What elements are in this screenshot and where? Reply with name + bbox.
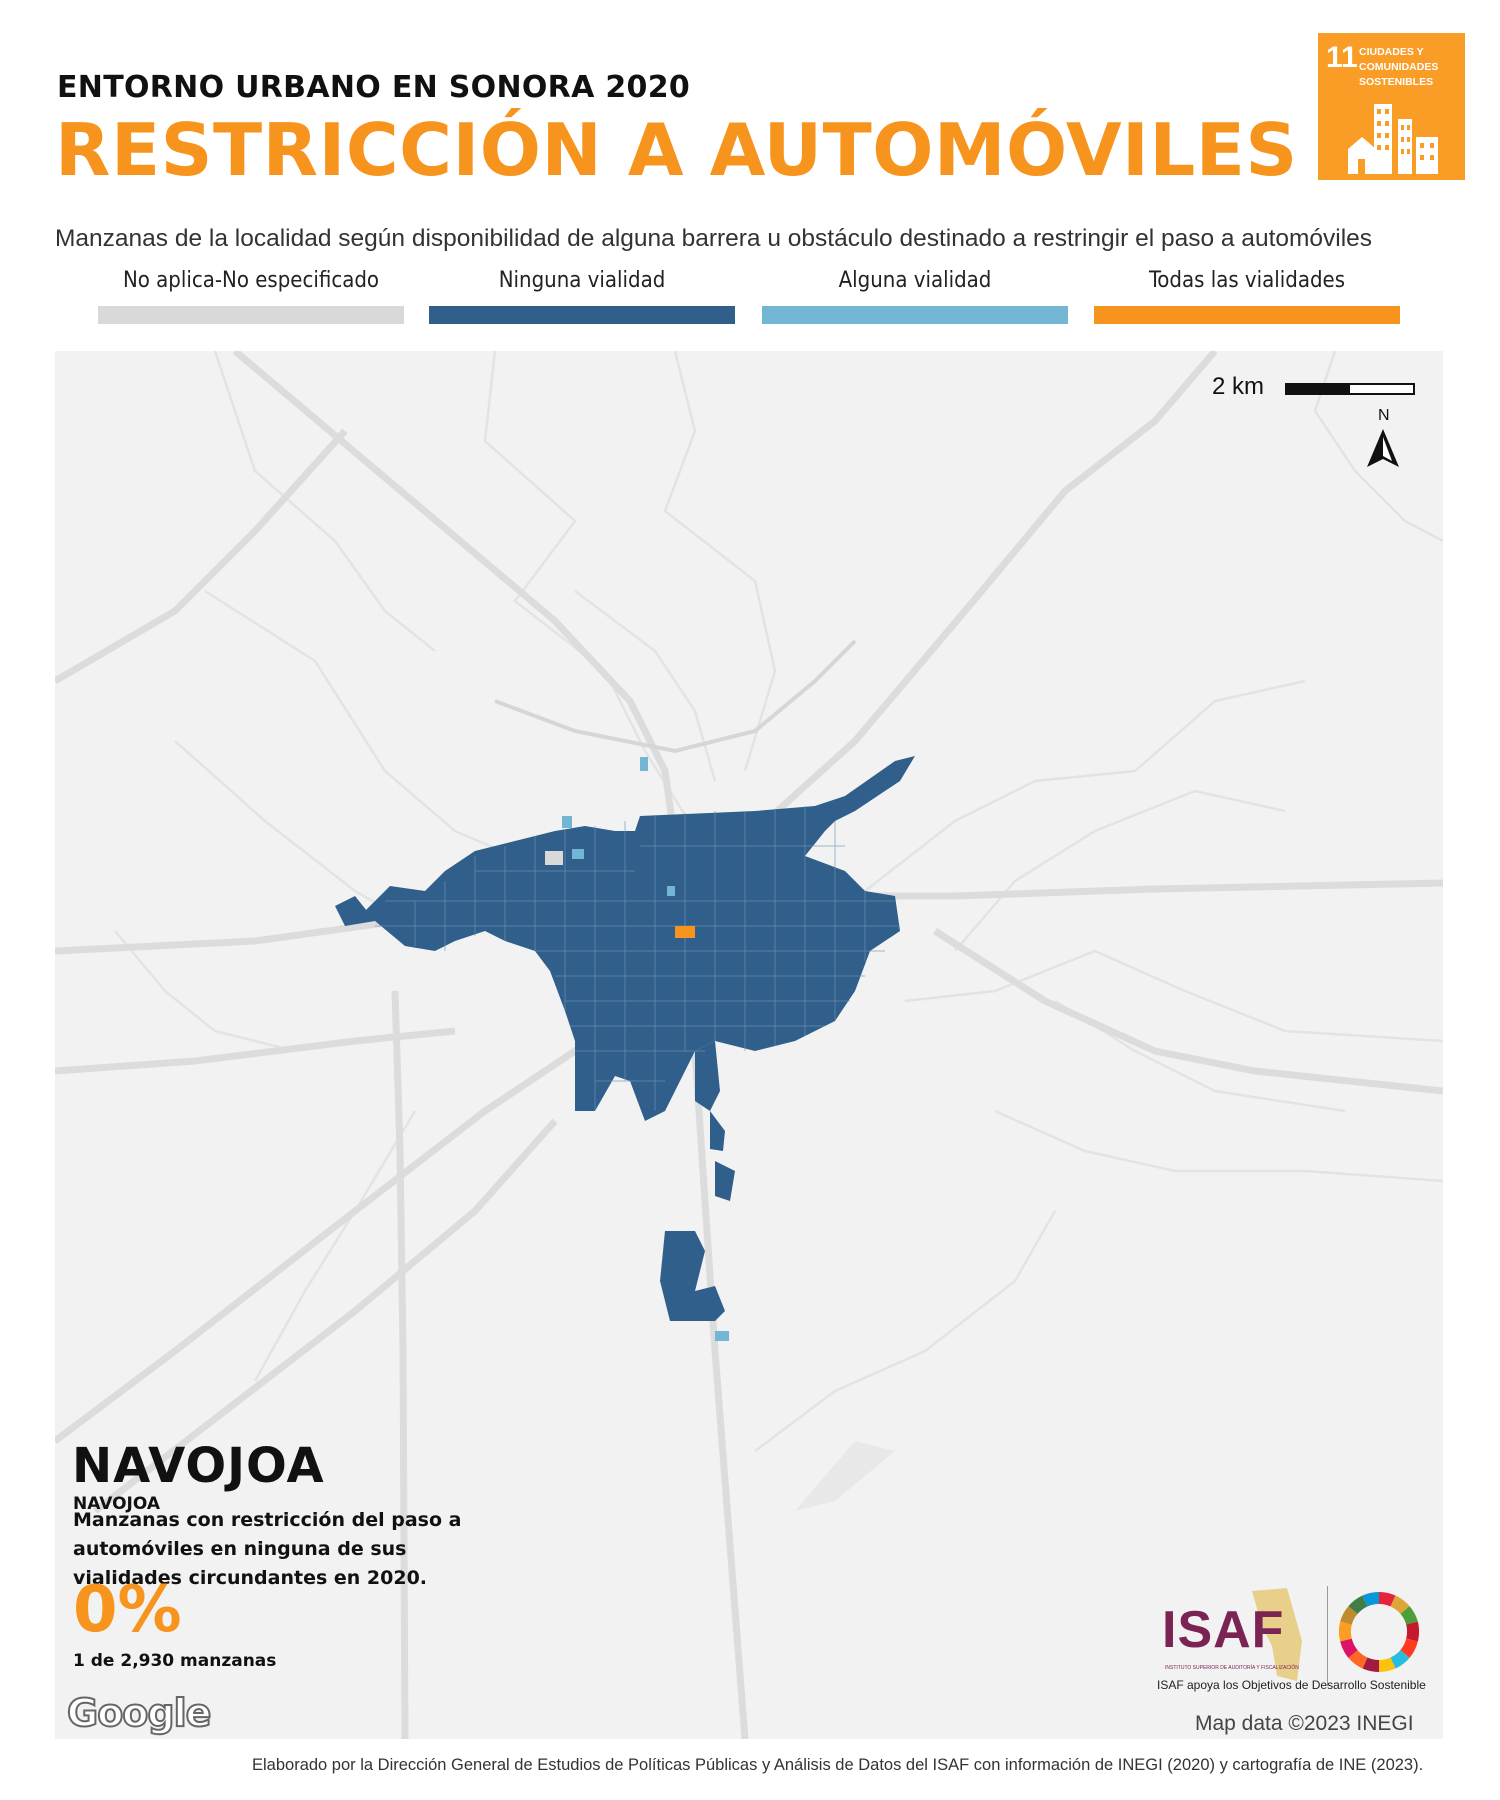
airfield	[795, 1441, 895, 1511]
no-aplica-block	[545, 851, 563, 865]
legend-label: Alguna vialidad	[838, 268, 992, 293]
alguna-vialidad-blocks	[562, 757, 729, 1341]
page-title: RESTRICCIÓN A AUTOMÓVILES	[55, 108, 1298, 192]
locality-subname: NAVOJOA	[73, 1494, 161, 1514]
city-buildings-icon	[1348, 104, 1438, 174]
basemap	[55, 351, 1443, 1739]
legend-swatch	[762, 306, 1068, 324]
sdg-11-badge: 11 CIUDADES Y COMUNIDADES SOSTENIBLES	[1318, 33, 1465, 180]
legend-swatch	[429, 306, 735, 324]
stat-value: 0%	[73, 1573, 182, 1647]
sdg-number: 11	[1326, 41, 1358, 74]
logo-divider	[1327, 1586, 1328, 1686]
river	[494, 639, 857, 754]
legend-item-alguna: Alguna vialidad	[762, 268, 1068, 324]
isaf-subline: INSTITUTO SUPERIOR DE AUDITORÍA Y FISCAL…	[1165, 1665, 1299, 1671]
legend-item-ninguna: Ninguna vialidad	[429, 268, 735, 324]
subtitle: Manzanas de la localidad según disponibi…	[55, 225, 1373, 252]
isaf-wordmark: ISAF	[1162, 1601, 1285, 1659]
legend-item-no-aplica: No aplica-No especificado	[98, 268, 404, 324]
north-arrow-icon	[1367, 429, 1399, 467]
footer-credit: Elaborado por la Dirección General de Es…	[252, 1756, 1424, 1774]
legend-label: Ninguna vialidad	[498, 268, 666, 293]
scale-label: 2 km	[1212, 373, 1265, 400]
stat-description: Manzanas con restricción del paso a auto…	[73, 1509, 462, 1589]
isaf-logo: ISAF INSTITUTO SUPERIOR DE AUDITORÍA Y F…	[1157, 1586, 1419, 1696]
map-panel[interactable]: 2 km N NAVOJOA NAVOJOA Manzanas con rest…	[55, 351, 1443, 1739]
legend-swatch	[98, 306, 404, 324]
isaf-tagline: ISAF apoya los Objetivos de Desarrollo S…	[1157, 1678, 1426, 1692]
north-label: N	[1378, 407, 1390, 424]
legend-item-todas: Todas las vialidades	[1094, 268, 1400, 324]
sdg-label: CIUDADES Y COMUNIDADES SOSTENIBLES	[1359, 46, 1439, 88]
google-logo: Google	[66, 1690, 212, 1736]
legend-label: Todas las vialidades	[1148, 268, 1346, 293]
scale-bar	[1285, 383, 1415, 395]
urban-blocks	[335, 756, 915, 1321]
supertitle: ENTORNO URBANO EN SONORA 2020	[57, 70, 691, 105]
stat-count: 1 de 2,930 manzanas	[73, 1651, 277, 1671]
highways	[55, 351, 1443, 1739]
legend-swatch	[1094, 306, 1400, 324]
sdg-wheel-icon	[1339, 1592, 1419, 1672]
sonora-map-icon	[1252, 1588, 1302, 1681]
street-grid	[375, 806, 900, 1111]
legend-label: No aplica-No especificado	[122, 268, 380, 293]
todas-vialidades-block	[675, 926, 695, 938]
locality-name: NAVOJOA	[72, 1438, 325, 1494]
map-attribution: Map data ©2023 INEGI	[1195, 1712, 1414, 1735]
minor-roads	[114, 351, 1443, 1452]
